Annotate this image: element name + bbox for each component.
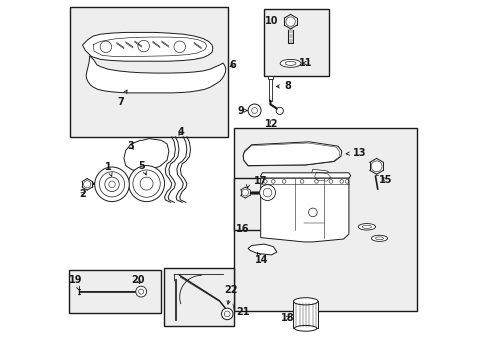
Circle shape <box>136 286 146 297</box>
Text: 13: 13 <box>346 148 366 158</box>
Ellipse shape <box>375 237 383 240</box>
Circle shape <box>128 166 164 202</box>
Text: 8: 8 <box>276 81 290 91</box>
Polygon shape <box>86 56 225 93</box>
Polygon shape <box>260 178 348 242</box>
Text: 4: 4 <box>178 127 184 138</box>
Polygon shape <box>268 79 271 101</box>
Circle shape <box>242 189 248 196</box>
Circle shape <box>138 40 149 52</box>
Polygon shape <box>267 76 273 79</box>
Circle shape <box>133 170 160 197</box>
Circle shape <box>221 308 232 320</box>
Circle shape <box>100 41 111 53</box>
Text: 18: 18 <box>280 312 294 323</box>
Polygon shape <box>310 169 332 181</box>
Text: 16: 16 <box>235 224 249 234</box>
Text: 22: 22 <box>224 285 237 304</box>
Polygon shape <box>247 244 276 255</box>
Circle shape <box>224 311 230 317</box>
Text: 10: 10 <box>265 16 278 26</box>
Text: 7: 7 <box>117 90 127 107</box>
Ellipse shape <box>371 235 387 242</box>
Ellipse shape <box>294 325 316 331</box>
Ellipse shape <box>293 298 317 305</box>
Ellipse shape <box>285 62 295 66</box>
Circle shape <box>174 41 185 53</box>
Text: 20: 20 <box>131 275 145 285</box>
Text: 19: 19 <box>68 275 82 291</box>
Bar <box>69 270 160 313</box>
Circle shape <box>108 181 115 188</box>
Circle shape <box>251 108 257 113</box>
Text: 3: 3 <box>127 141 134 151</box>
Bar <box>70 7 228 137</box>
Polygon shape <box>243 142 341 166</box>
Circle shape <box>104 177 119 192</box>
Circle shape <box>370 161 381 172</box>
Circle shape <box>285 17 295 26</box>
Text: 11: 11 <box>298 58 312 68</box>
Circle shape <box>276 107 283 114</box>
Polygon shape <box>260 173 350 178</box>
Text: 12: 12 <box>265 119 278 129</box>
Bar <box>233 128 416 311</box>
Circle shape <box>140 177 153 190</box>
Ellipse shape <box>358 224 375 230</box>
Text: 15: 15 <box>379 175 392 185</box>
Polygon shape <box>123 139 168 171</box>
Bar <box>264 9 328 76</box>
Polygon shape <box>82 32 212 61</box>
Circle shape <box>263 188 271 197</box>
Circle shape <box>139 289 143 294</box>
Bar <box>234 178 279 230</box>
Circle shape <box>83 181 91 188</box>
Bar <box>163 268 233 326</box>
Circle shape <box>95 167 129 202</box>
Text: 14: 14 <box>255 252 268 265</box>
Ellipse shape <box>362 225 371 229</box>
Circle shape <box>308 208 317 217</box>
Text: 6: 6 <box>229 60 236 70</box>
Text: 17: 17 <box>254 176 267 186</box>
Circle shape <box>99 172 124 197</box>
Text: 9: 9 <box>237 105 247 116</box>
Circle shape <box>247 104 261 117</box>
Ellipse shape <box>280 59 301 67</box>
Circle shape <box>259 185 275 201</box>
Text: 21: 21 <box>236 307 249 318</box>
Bar <box>293 301 317 328</box>
Text: 1: 1 <box>105 162 112 176</box>
Text: 2: 2 <box>79 189 86 199</box>
Text: 5: 5 <box>138 161 146 175</box>
